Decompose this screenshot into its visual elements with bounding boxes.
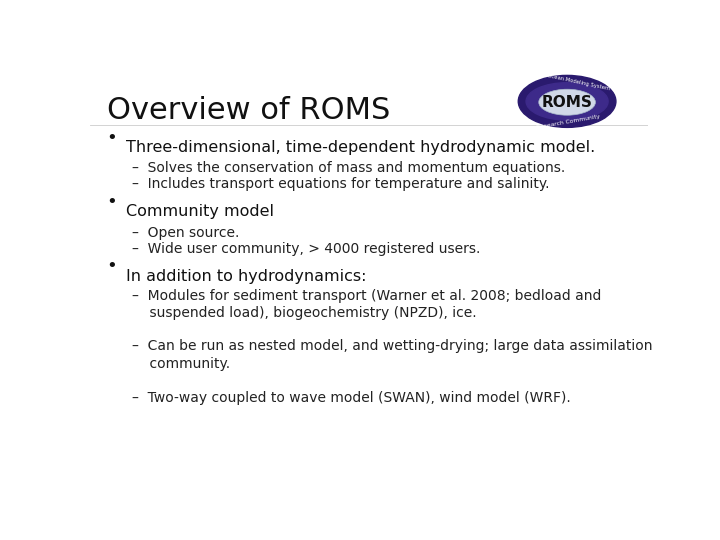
Text: In addition to hydrodynamics:: In addition to hydrodynamics: <box>126 268 366 284</box>
Text: Community model: Community model <box>126 204 274 219</box>
Text: Regional Ocean Modeling System: Regional Ocean Modeling System <box>523 68 611 91</box>
Ellipse shape <box>539 89 595 115</box>
Text: •: • <box>107 258 117 275</box>
Text: –  Wide user community, > 4000 registered users.: – Wide user community, > 4000 registered… <box>132 241 480 255</box>
Text: Three-dimensional, time-dependent hydrodynamic model.: Three-dimensional, time-dependent hydrod… <box>126 140 595 154</box>
Text: –  Open source.: – Open source. <box>132 226 239 240</box>
Ellipse shape <box>518 76 616 127</box>
Text: –  Solves the conservation of mass and momentum equations.: – Solves the conservation of mass and mo… <box>132 161 565 176</box>
Text: Research Community: Research Community <box>536 114 600 130</box>
Text: –  Can be run as nested model, and wetting-drying; large data assimilation
    c: – Can be run as nested model, and wettin… <box>132 339 652 371</box>
Text: ROMS: ROMS <box>541 94 593 110</box>
Text: –  Includes transport equations for temperature and salinity.: – Includes transport equations for tempe… <box>132 177 549 191</box>
Text: Overview of ROMS: Overview of ROMS <box>107 96 390 125</box>
Ellipse shape <box>526 83 608 120</box>
Text: •: • <box>107 129 117 146</box>
Text: –  Modules for sediment transport (Warner et al. 2008; bedload and
    suspended: – Modules for sediment transport (Warner… <box>132 288 601 320</box>
Text: –  Two-way coupled to wave model (SWAN), wind model (WRF).: – Two-way coupled to wave model (SWAN), … <box>132 391 571 405</box>
Text: •: • <box>107 193 117 211</box>
